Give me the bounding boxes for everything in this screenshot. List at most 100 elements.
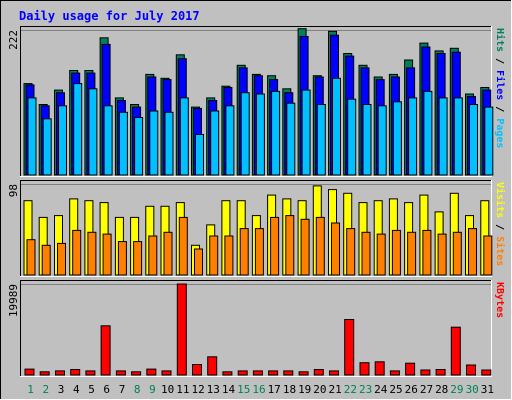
bar-kbytes-day-30 (466, 364, 476, 376)
x-tick-label-day-28: 28 (435, 383, 448, 396)
bar-pages-day-16 (255, 93, 265, 176)
bar-kbytes-day-22 (344, 319, 355, 376)
x-tick-label-day-22: 22 (344, 383, 357, 396)
x-tick-label-day-6: 6 (103, 383, 110, 396)
bar-kbytes-day-28 (435, 369, 446, 376)
x-tick-label-day-27: 27 (420, 383, 433, 396)
x-tick-label-day-13: 13 (207, 383, 220, 396)
bar-sites-day-19 (300, 218, 310, 276)
bar-kbytes-day-2 (39, 371, 50, 376)
bar-pages-day-1 (27, 97, 37, 176)
bar-kbytes-day-15 (237, 370, 248, 376)
bar-kbytes-day-31 (481, 369, 492, 376)
x-tick-label-day-24: 24 (374, 383, 388, 396)
bar-pages-day-9 (149, 110, 159, 176)
bar-kbytes-day-8 (131, 371, 142, 376)
panel-visits-frame (20, 180, 492, 277)
bar-pages-day-20 (316, 104, 326, 176)
legend-separator: / (494, 100, 505, 118)
legend-item-files: Files (494, 70, 506, 100)
series-pages (27, 77, 494, 176)
bar-pages-day-28 (438, 97, 448, 176)
x-tick-label-day-3: 3 (58, 383, 65, 396)
bar-pages-day-19 (301, 89, 311, 176)
legend-item-kbytes: KBytes (494, 282, 505, 318)
x-tick-label-day-11: 11 (176, 383, 189, 396)
bar-pages-day-3 (58, 105, 67, 176)
bar-pages-day-18 (286, 102, 296, 176)
panel-kbytes-legend-text: KBytes (494, 282, 505, 318)
bar-kbytes-day-13 (207, 356, 218, 376)
panel-kbytes: 19989 KBytes (7, 280, 505, 377)
bar-sites-day-5 (87, 231, 97, 276)
bar-sites-day-7 (117, 241, 127, 276)
bar-sites-day-11 (178, 216, 188, 276)
bar-kbytes-day-20 (313, 369, 324, 376)
bar-sites-day-17 (270, 216, 280, 276)
x-tick-label-day-17: 17 (268, 383, 281, 396)
bar-sites-day-6 (102, 233, 112, 276)
bar-pages-day-13 (210, 110, 220, 176)
bar-pages-day-8 (134, 117, 144, 176)
x-tick-label-day-18: 18 (283, 383, 296, 396)
bar-pages-day-29 (453, 97, 463, 176)
panel-visits-ymax-label: 98 (7, 184, 20, 197)
series-kbytes (24, 283, 492, 376)
bar-kbytes-day-25 (389, 370, 400, 376)
bar-sites-day-2 (41, 244, 51, 276)
bar-kbytes-day-1 (24, 368, 35, 376)
x-tick-label-day-1: 1 (27, 383, 34, 396)
bar-sites-day-24 (376, 233, 386, 276)
bar-kbytes-day-5 (85, 370, 96, 376)
bar-sites-day-8 (133, 241, 143, 276)
x-tick-label-day-15: 15 (237, 383, 250, 396)
bar-sites-day-4 (72, 229, 82, 276)
bar-pages-day-4 (73, 83, 83, 176)
bar-pages-day-25 (392, 101, 402, 176)
legend-item-sites: Sites (494, 236, 506, 266)
bar-sites-day-21 (331, 222, 340, 276)
x-tick-label-day-26: 26 (405, 383, 418, 396)
panel-requests-ymax-label: 222 (7, 30, 20, 50)
bar-sites-day-3 (57, 242, 66, 276)
panel-visits: 98 Visits / Sites (7, 180, 506, 277)
bar-sites-day-20 (315, 216, 325, 276)
bar-pages-day-22 (347, 98, 357, 176)
bar-kbytes-day-27 (420, 369, 431, 376)
x-tick-label-day-29: 29 (450, 383, 463, 396)
chart-title: Daily usage for July 2017 (19, 9, 200, 23)
x-tick-label-day-10: 10 (161, 383, 174, 396)
bar-pages-day-7 (118, 111, 128, 176)
legend-separator: / (494, 52, 505, 70)
bar-pages-day-12 (195, 134, 204, 176)
bar-sites-day-26 (407, 231, 417, 276)
x-tick-label-day-25: 25 (389, 383, 402, 396)
bar-sites-day-15 (239, 228, 249, 276)
bar-sites-day-29 (452, 231, 462, 276)
bar-pages-day-17 (271, 90, 281, 176)
legend-item-visits: Visits (494, 182, 506, 218)
x-tick-label-day-16: 16 (252, 383, 265, 396)
bar-pages-day-21 (332, 77, 341, 176)
x-tick-label-day-7: 7 (119, 383, 126, 396)
bar-pages-day-10 (164, 111, 174, 176)
x-tick-label-day-9: 9 (149, 383, 156, 396)
bar-sites-day-18 (285, 215, 295, 276)
bar-sites-day-14 (224, 235, 234, 276)
bar-pages-day-5 (88, 88, 98, 176)
bar-kbytes-day-18 (283, 370, 294, 376)
panel-visits-legend-text: Visits / Sites (494, 182, 506, 266)
bar-pages-day-27 (423, 90, 433, 176)
panel-requests-legend: Hits / Files / Pages (494, 28, 506, 148)
panel-kbytes-ymax-label: 19989 (7, 284, 20, 317)
bar-sites-day-30 (468, 228, 477, 276)
bar-kbytes-day-12 (192, 364, 202, 376)
bar-sites-day-12 (194, 248, 203, 276)
x-tick-label-day-2: 2 (42, 383, 49, 396)
bar-sites-day-25 (391, 229, 401, 276)
x-tick-label-day-8: 8 (134, 383, 141, 396)
bar-kbytes-day-4 (70, 369, 81, 376)
bar-pages-day-26 (408, 97, 418, 176)
